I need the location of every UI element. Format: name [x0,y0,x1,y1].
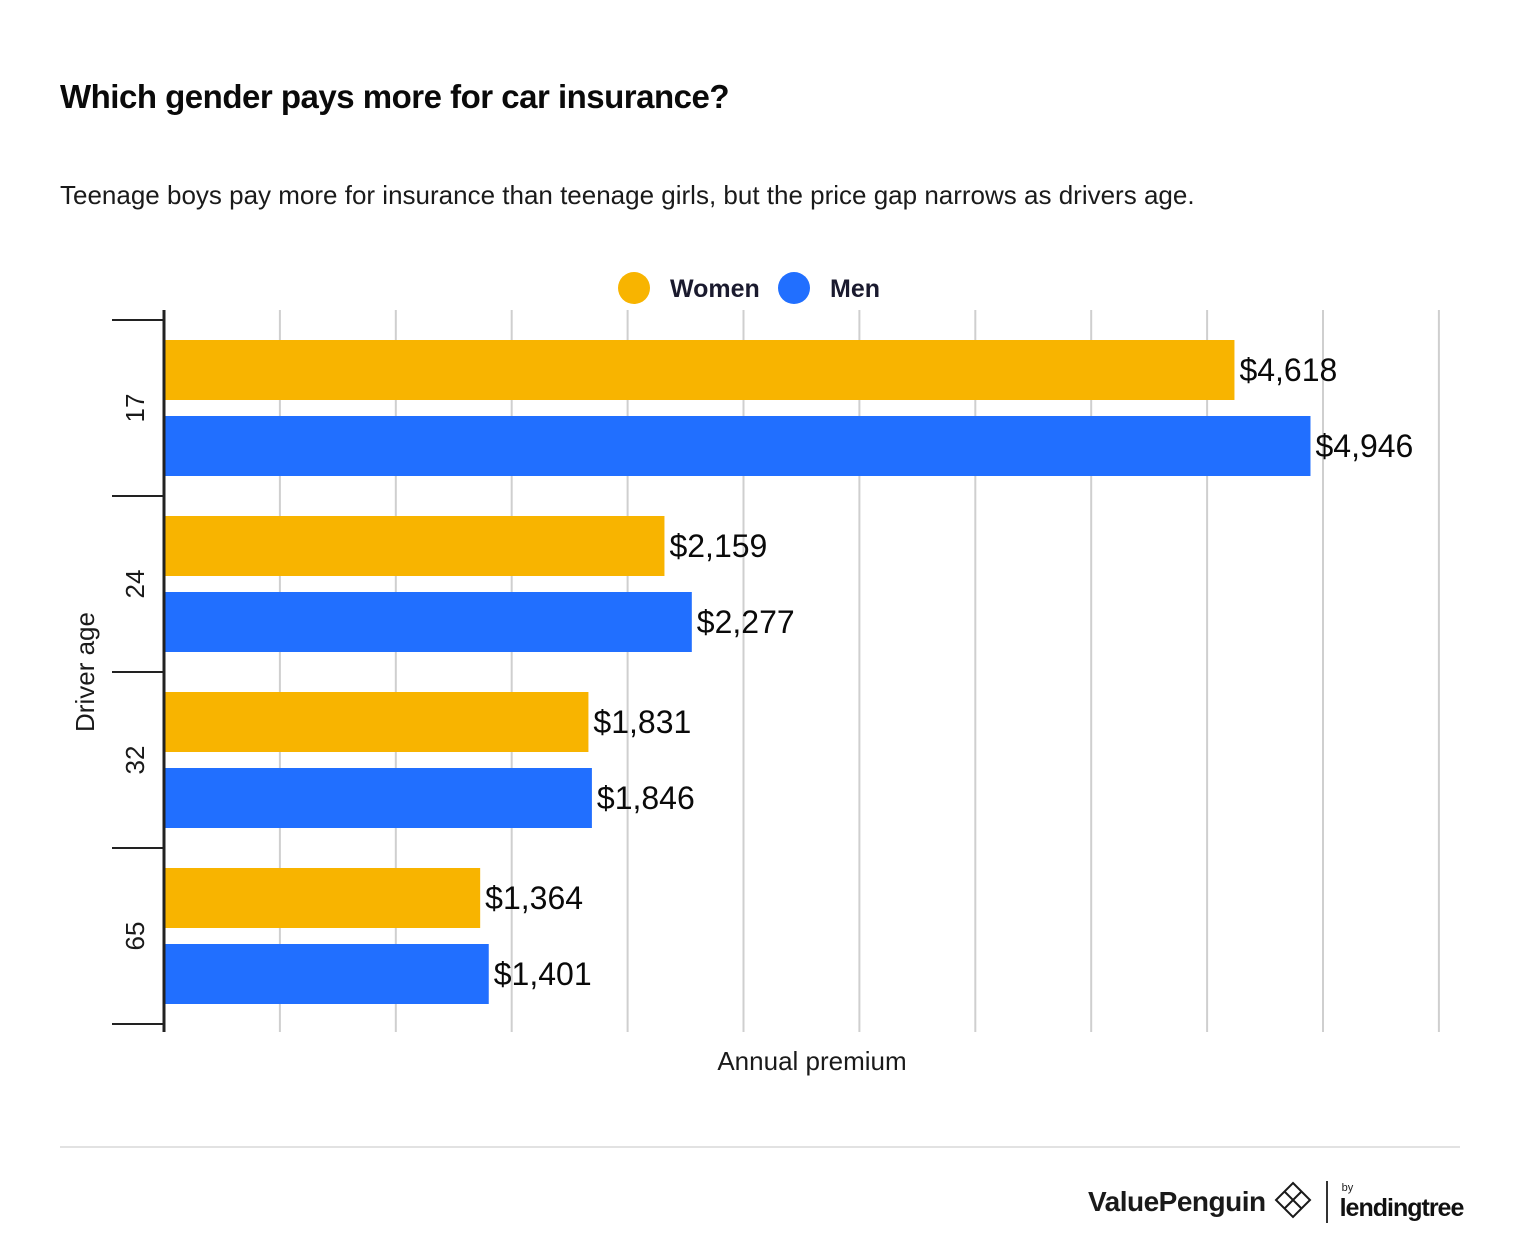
bar-chart: $4,618 $4,946 $2,159 $2,277 $1,831 $1,846 $1,3… [70,272,1440,1076]
category-labels: 17 24 32 65 [120,394,150,951]
bar-men-24 [164,592,692,652]
legend-swatch-women [618,272,650,304]
bar-women-65 [164,868,481,928]
data-label: $2,159 [669,528,767,564]
chart-title: Which gender pays more for car insurance… [60,78,730,115]
category-label: 17 [120,394,150,423]
footer-divider [60,1146,1460,1148]
data-label: $4,618 [1239,352,1337,388]
chart-subtitle: Teenage boys pay more for insurance than… [60,180,1195,210]
data-label: $2,277 [697,604,795,640]
bar-men-32 [164,768,592,828]
bar-labels: $4,618 $4,946 $2,159 $2,277 $1,831 $1,846 $1,3… [485,352,1413,992]
data-label: $4,946 [1315,428,1413,464]
category-label: 32 [120,746,150,775]
legend-swatch-men [778,272,810,304]
legend-label-women: Women [670,275,760,303]
data-label: $1,401 [494,956,592,992]
logo-separator [1325,1181,1328,1223]
y-axis-label: Driver age [70,612,100,732]
data-label: $1,364 [485,880,583,916]
bar-women-24 [164,516,665,576]
category-label: 24 [120,570,150,599]
category-label: 65 [120,922,150,951]
lendingtree-logo: by lendingtree [1340,1182,1466,1222]
valuepenguin-wordmark: ValuePenguin [1088,1186,1266,1217]
by-label: by [1341,1182,1354,1194]
x-axis-label: Annual premium [717,1046,906,1076]
data-label: $1,831 [593,704,691,740]
valuepenguin-icon [1274,1181,1312,1224]
bar-men-17 [164,416,1311,476]
legend-label-men: Men [830,275,880,303]
bar-men-65 [164,944,489,1004]
bar-women-17 [164,340,1235,400]
lendingtree-wordmark: lendingtree [1339,1194,1465,1222]
y-axis-ticks [112,319,164,1025]
bar-women-32 [164,692,589,752]
bars [164,340,1311,1004]
legend: Women Men [618,272,880,304]
data-label: $1,846 [597,780,695,816]
brand-logo: ValuePenguin by lendingtree [1088,1176,1466,1228]
